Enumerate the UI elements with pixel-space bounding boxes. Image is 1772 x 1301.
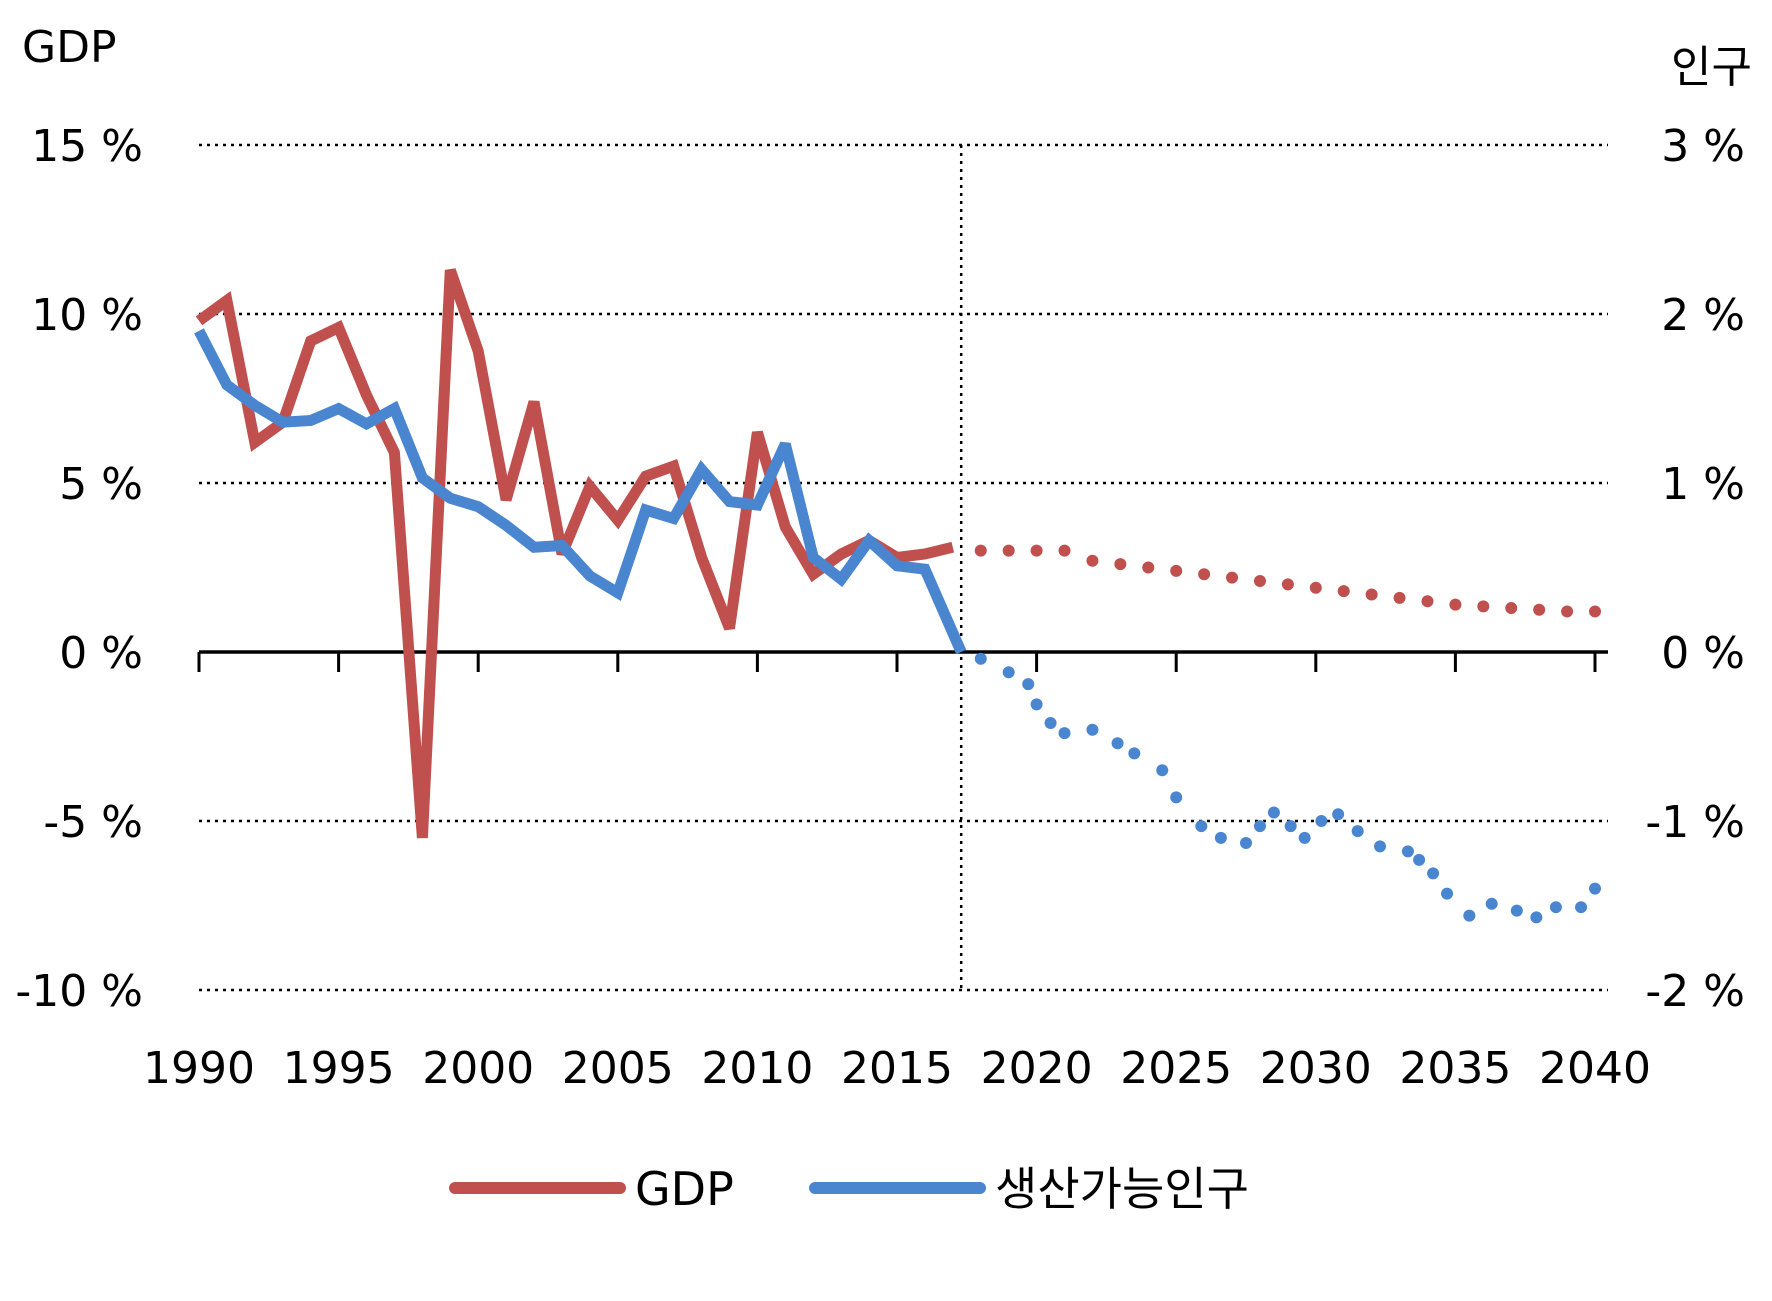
series-1-projection-point [1351, 825, 1364, 838]
series-1-projection-point [1298, 831, 1311, 844]
series-1-projection-point [1044, 716, 1057, 729]
legend-label-population: 생산가능인구 [995, 1162, 1249, 1216]
series-0-projection-point [1533, 603, 1546, 616]
left-tick-label: -10 % [15, 966, 143, 1017]
series-1-projection-point [1284, 820, 1297, 833]
series-1-projection-point [1575, 901, 1588, 914]
series-1-projection-point [1030, 698, 1043, 711]
series-lines [194, 268, 1601, 924]
series-1-projection-point [1128, 747, 1141, 760]
series-1-projection-point [1195, 820, 1208, 833]
series-1-projection-point [1510, 904, 1523, 917]
series-0-projection-point [1058, 544, 1071, 557]
series-1-projection-point [1022, 678, 1035, 691]
series-0-projection-point [1337, 585, 1350, 598]
series-1-projection-point [1549, 901, 1562, 914]
x-tick-label: 2030 [1260, 1043, 1372, 1094]
right-tick-label: 0 % [1661, 628, 1745, 679]
left-tick-label: 0 % [59, 628, 143, 679]
right-tick-label: 1 % [1661, 459, 1745, 510]
series-1-projection-point [1002, 666, 1015, 679]
series-0-projection-point [1365, 588, 1378, 601]
series-0-projection-point [1309, 581, 1322, 594]
left-axis-title: GDP [22, 22, 117, 73]
series-0-projection-point [1170, 564, 1183, 577]
series-1-projection-point [1111, 737, 1124, 750]
series-0-projection-point [1086, 554, 1099, 567]
series-0-projection-point [1449, 598, 1462, 611]
series-1-projection-point [1240, 836, 1252, 849]
x-tick-label: 2025 [1120, 1043, 1232, 1094]
x-tick-label: 2035 [1399, 1043, 1511, 1094]
series-1-projection-point [1530, 911, 1543, 924]
series-0-projection-point [1477, 600, 1490, 613]
x-tick-label: 2015 [841, 1043, 953, 1094]
left-tick-label: -5 % [43, 797, 143, 848]
series-0-projection-point [1421, 595, 1434, 608]
series-0-projection-point [1198, 568, 1211, 581]
series-0-projection-point [1114, 558, 1127, 571]
right-tick-label: -2 % [1645, 966, 1745, 1017]
series-0-projection-point [1281, 578, 1294, 591]
series-1-projection-point [1413, 853, 1426, 866]
series-1-projection-point [974, 652, 987, 665]
left-tick-label: 5 % [59, 459, 143, 510]
series-1-projection-point [1058, 727, 1071, 740]
legend-label-gdp: GDP [635, 1162, 734, 1216]
series-1-projection-point [1315, 815, 1328, 827]
x-tick-label: 2020 [981, 1043, 1093, 1094]
series-0-projection-point [1253, 575, 1266, 588]
x-tick-label: 1990 [143, 1043, 255, 1094]
x-tick-label: 2000 [422, 1043, 534, 1094]
x-tick-label: 2040 [1539, 1043, 1651, 1094]
x-tick-label: 2010 [701, 1043, 813, 1094]
legend: GDP 생산가능인구 [449, 1162, 1249, 1216]
left-tick-label: 15 % [31, 121, 143, 172]
right-tick-label: 3 % [1661, 121, 1745, 172]
series-1-projection-point [1156, 764, 1169, 777]
grid-lines [199, 143, 1608, 992]
series-0-projection-point [1142, 561, 1155, 574]
series-0-projection-point [1030, 544, 1043, 557]
series-1-projection-point [1374, 840, 1387, 853]
series-0-projection-point [1393, 591, 1406, 604]
series-1-projection-point [1170, 791, 1183, 804]
series-1-projection-point [1401, 845, 1414, 858]
series-0-projection-point [1589, 605, 1601, 618]
series-1-projection-point [1589, 882, 1601, 895]
series-1-projection-point [1214, 831, 1227, 844]
series-0-projection-point [1505, 602, 1518, 615]
series-1-projection-point [1427, 867, 1440, 880]
series-1-projection-point [1086, 723, 1099, 736]
series-0-projection-point [1561, 605, 1574, 618]
tick-labels: 15 % 10 % 5 % 0 % -5 % -10 % 3 % 2 % 1 % 0 % -1 % -… [15, 121, 1745, 1094]
series-1-actual-line [194, 328, 967, 655]
left-tick-label: 10 % [31, 290, 143, 341]
right-tick-label: 2 % [1661, 290, 1745, 341]
series-0-projection-point [1226, 571, 1239, 584]
series-1-projection-point [1332, 808, 1345, 821]
x-tick-label: 2005 [562, 1043, 674, 1094]
right-axis-title: 인구 [1671, 42, 1752, 93]
series-1-projection-point [1253, 820, 1266, 833]
right-tick-label: -1 % [1645, 797, 1745, 848]
series-1-projection-point [1463, 909, 1476, 922]
series-1-projection-point [1441, 887, 1454, 900]
series-0-projection-point [1002, 544, 1015, 557]
x-tick-label: 1995 [283, 1043, 395, 1094]
series-1-projection-point [1485, 897, 1498, 910]
series-1-projection-point [1267, 806, 1280, 819]
series-0-projection-point [974, 544, 987, 557]
